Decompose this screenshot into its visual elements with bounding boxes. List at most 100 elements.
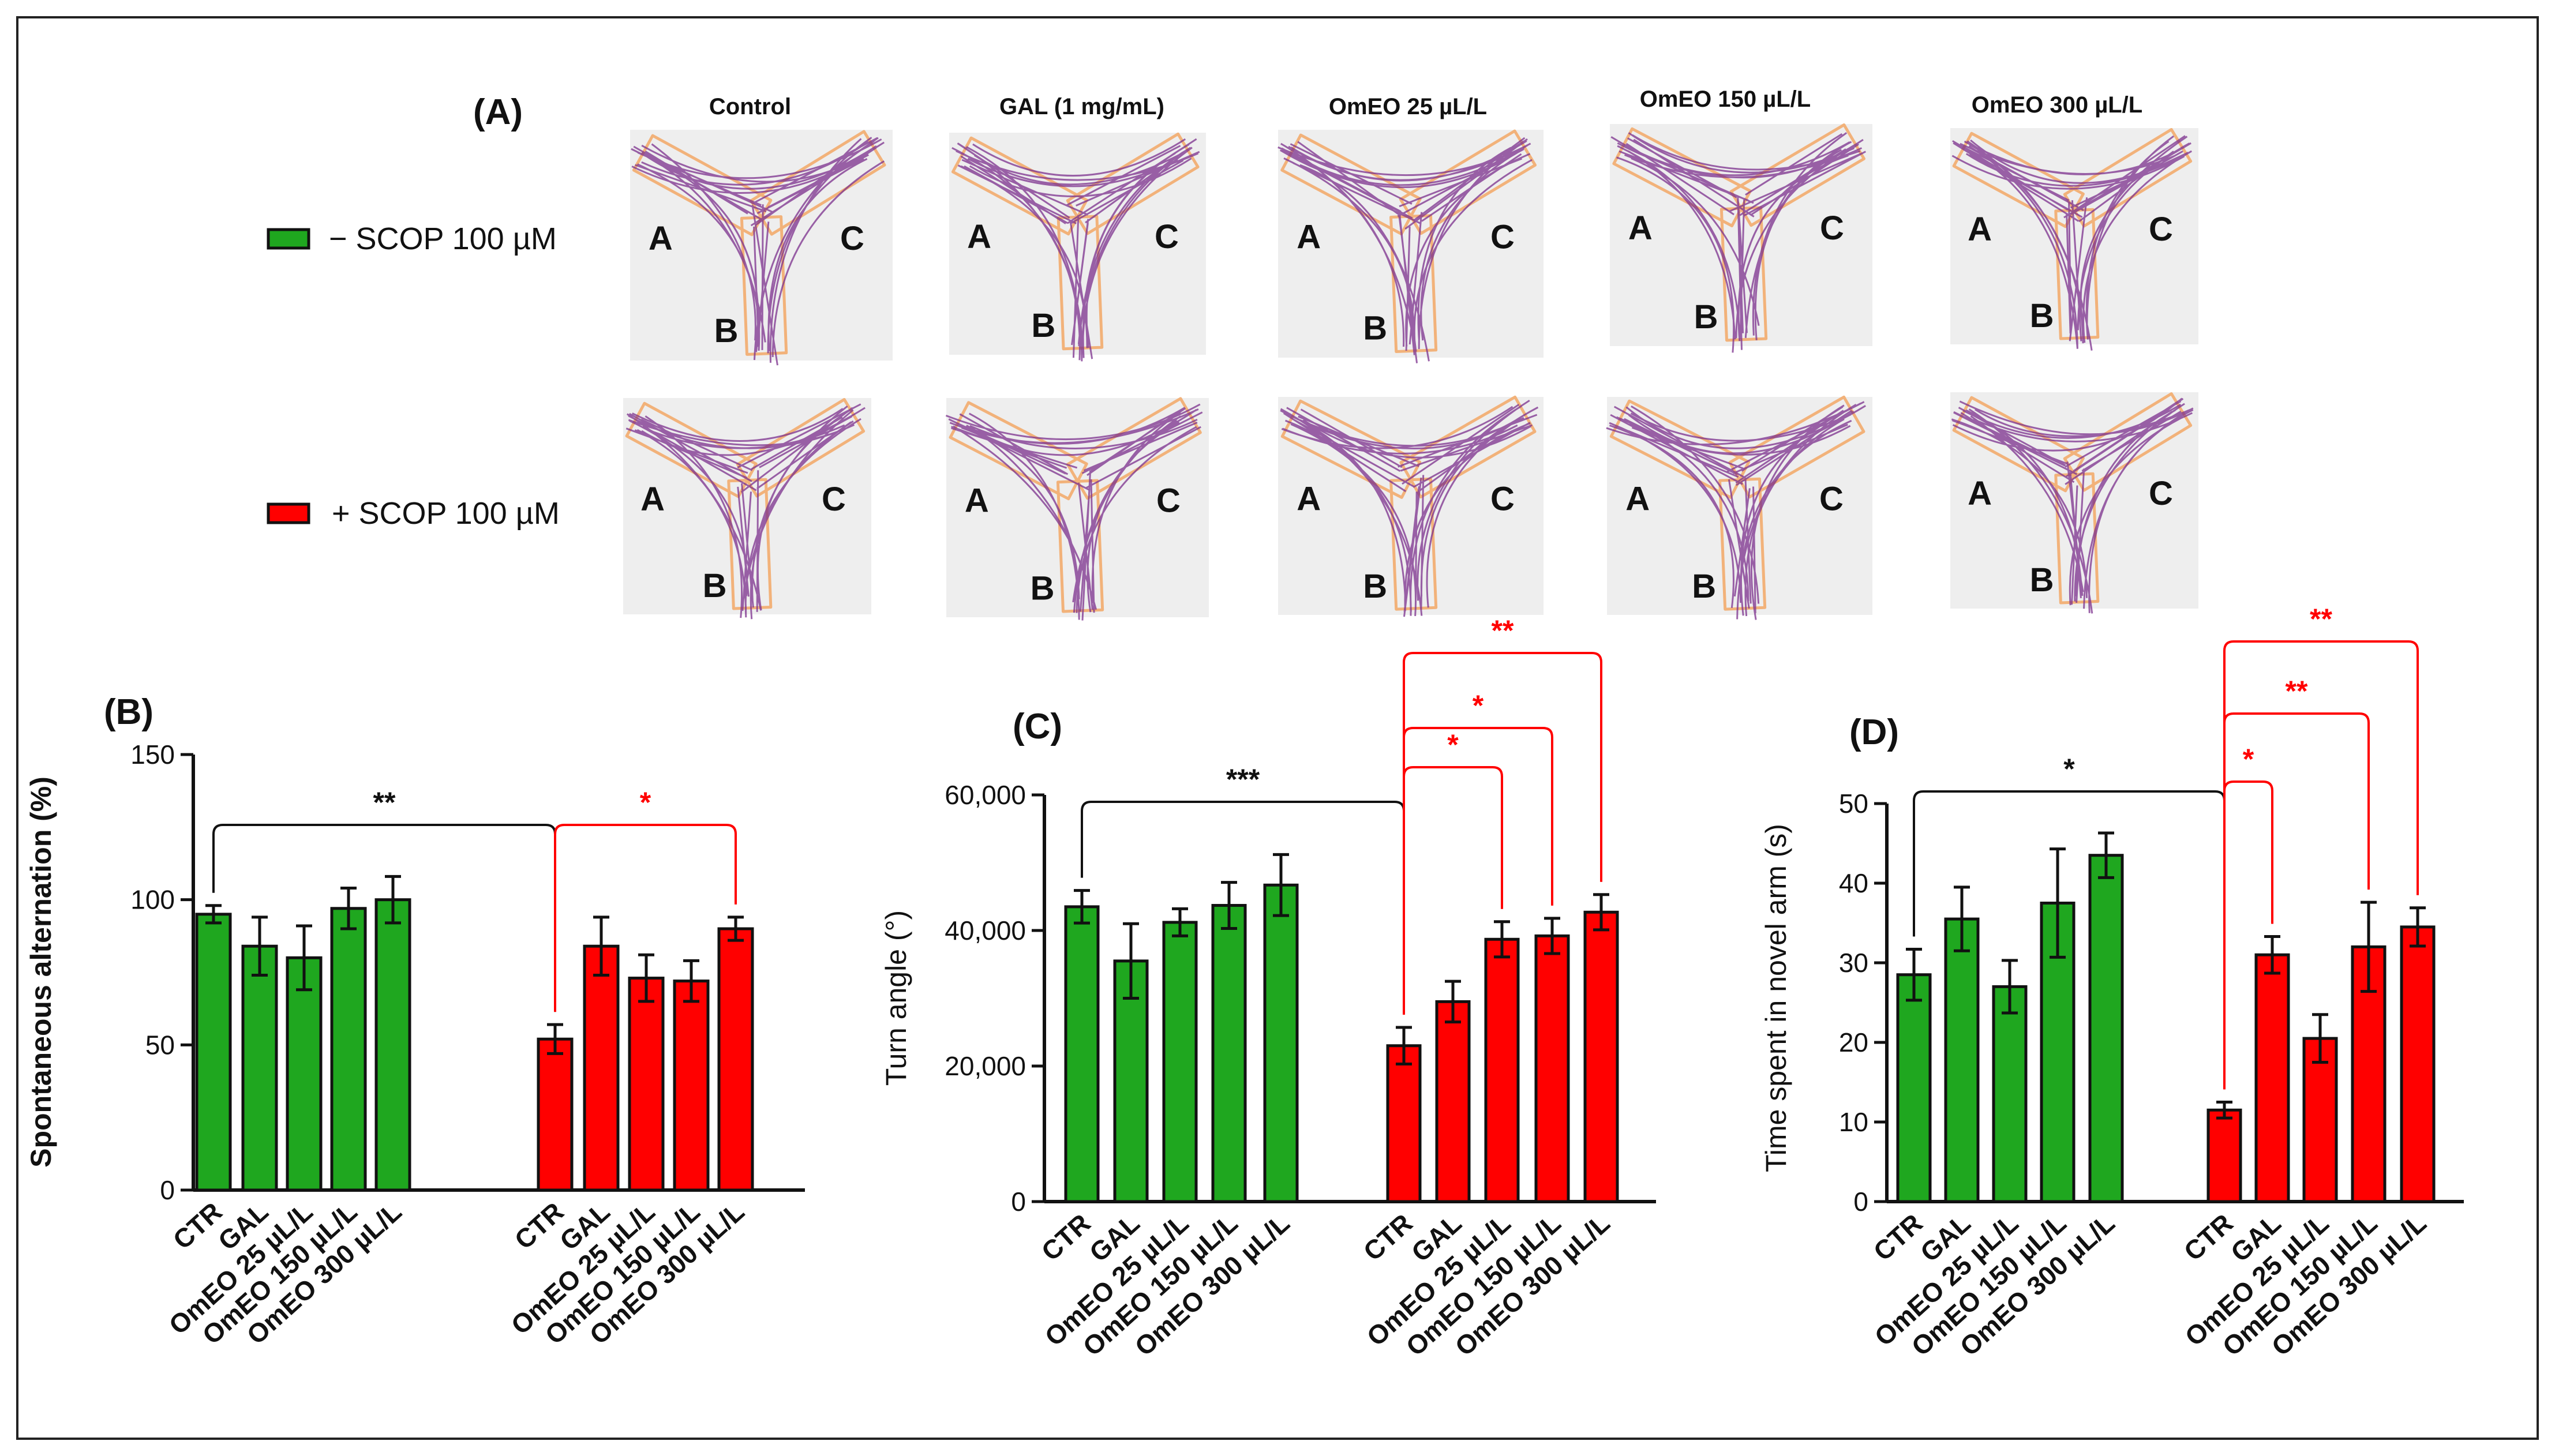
chart-d: (D) Time spent in novel arm (s) 0 10 20 30 40 5… — [1760, 603, 2464, 1362]
legend-swatch-red — [267, 502, 310, 524]
bar-plus-scop — [1484, 937, 1520, 1203]
maze-arm-label-c: C — [1155, 218, 1179, 256]
error-bar — [2216, 1101, 2232, 1120]
y-tick-label: 40,000 — [945, 915, 1026, 945]
maze-arm-outline — [1389, 477, 1438, 611]
column-head-omeo-25: OmEO 25 µL/L — [1329, 94, 1487, 119]
maze-arm-label-a: A — [649, 220, 673, 257]
bar-minus-scop — [1263, 883, 1299, 1203]
bar-minus-scop — [1113, 959, 1149, 1203]
maze-arm-label-b: B — [1692, 568, 1716, 605]
bar-plus-scop — [583, 944, 620, 1192]
y-tick-label: 150 — [130, 740, 175, 770]
maze-minus-scop-control: A B C — [630, 130, 893, 366]
error-bar — [2002, 959, 2018, 1015]
column-head-control: Control — [709, 94, 791, 119]
bar-minus-scop — [1944, 917, 1980, 1203]
maze-minus-scop-gal: A B C — [949, 132, 1206, 362]
bar-plus-scop — [628, 977, 665, 1192]
bar-plus-scop — [1534, 934, 1570, 1203]
maze-arm-label-a: A — [1628, 209, 1653, 247]
figure-border — [16, 16, 2539, 1440]
maze-arm-label-a: A — [1625, 481, 1650, 518]
maze-arm-label-c: C — [1819, 481, 1844, 518]
error-bar — [638, 953, 654, 1003]
maze-arm-label-a: A — [965, 482, 989, 520]
significance-label: * — [1473, 689, 1484, 722]
bar-plus-scop — [537, 1037, 574, 1192]
error-bar — [1074, 889, 1090, 925]
chart-c: (C)Turn angle (°)020,00040,00060,000CTRG… — [880, 614, 1656, 1362]
maze-arm-label-c: C — [1490, 218, 1515, 256]
bar-minus-scop — [1211, 904, 1247, 1203]
bar-plus-scop — [1386, 1044, 1422, 1203]
maze-plus-scop-omeo-25: A B C — [1278, 395, 1544, 617]
y-tick-label: 100 — [130, 885, 175, 915]
column-head-omeo-300: OmEO 300 µL/L — [1972, 92, 2142, 118]
significance-bracket — [2223, 640, 2419, 1090]
maze-arm-label-b: B — [1363, 568, 1387, 605]
bar-minus-scop — [1064, 905, 1100, 1203]
maze-arm-outline — [1280, 133, 1422, 236]
error-bar — [2410, 906, 2426, 948]
y-axis-label: Time spent in novel arm (s) — [1760, 824, 1792, 1172]
maze-arm-outline — [1066, 397, 1202, 500]
maze-arm-label-b: B — [1363, 309, 1387, 347]
bar-minus-scop — [330, 907, 367, 1192]
error-bar — [683, 959, 699, 1003]
y-tick-label: 0 — [1011, 1187, 1026, 1217]
column-head-omeo-150: OmEO 150 µL/L — [1640, 87, 1811, 112]
bar-plus-scop — [673, 980, 710, 1192]
panel-a-letter: (A) — [473, 92, 523, 132]
maze-trace — [1278, 137, 1533, 363]
column-head-gal: GAL (1 mg/mL) — [999, 94, 1164, 119]
maze-arm-label-a: A — [640, 481, 665, 518]
error-bar — [1396, 1026, 1412, 1065]
bar-plus-scop — [2400, 925, 2436, 1203]
significance-label: *** — [1226, 763, 1260, 795]
maze-arm-label-a: A — [1297, 218, 1321, 256]
x-tick-label: CTR — [1358, 1208, 1418, 1267]
maze-arm-label-c: C — [2149, 475, 2173, 512]
error-bar — [1494, 920, 1510, 959]
error-bar — [385, 875, 401, 925]
error-bar — [1123, 922, 1139, 1000]
maze-trace — [1951, 397, 2194, 614]
maze-arm-label-c: C — [1156, 482, 1181, 520]
maze-trace — [945, 403, 1203, 621]
error-bar — [252, 915, 268, 977]
significance-bracket — [554, 824, 737, 1012]
chart-b: (B) Spontaneous alternation (%) 0 50 100 150 C… — [25, 692, 805, 1350]
bar-minus-scop — [2088, 854, 2124, 1203]
maze-trace — [625, 403, 866, 620]
maze-arm-outline — [2063, 392, 2193, 492]
maze-arm-outline — [1389, 214, 1438, 354]
error-bar — [1544, 917, 1560, 955]
maze-arm-outline — [949, 401, 1088, 501]
y-tick-label: 0 — [1853, 1187, 1868, 1217]
maze-arm-label-b: B — [1031, 570, 1055, 607]
y-tick-label: 20,000 — [945, 1051, 1026, 1081]
y-axis-label: Spontaneous alternation (%) — [25, 776, 57, 1168]
maze-arm-outline — [1719, 206, 1768, 342]
maze-arm-label-b: B — [714, 312, 739, 350]
y-axis-label: Turn angle (°) — [880, 910, 912, 1086]
maze-arm-outline — [736, 397, 866, 498]
y-tick-label: 40 — [1839, 868, 1868, 898]
maze-arm-outline — [1280, 399, 1422, 499]
significance-label: ** — [2286, 675, 2308, 707]
x-tick-label: CTR — [1868, 1208, 1928, 1267]
y-tick-label: 60,000 — [945, 780, 1026, 810]
bar-minus-scop — [1162, 921, 1198, 1203]
maze-arm-label-c: C — [840, 220, 864, 257]
maze-arm-label-b: B — [1694, 298, 1718, 336]
maze-trace — [631, 137, 885, 366]
panel-letter: (B) — [104, 692, 153, 732]
error-bar — [2312, 1013, 2328, 1064]
maze-arm-outline — [727, 478, 773, 610]
maze-trace — [951, 138, 1200, 362]
maze-trace — [1606, 401, 1866, 620]
legend-minus-scop: − SCOP 100 µM — [267, 222, 557, 256]
maze-arm-outline — [2054, 208, 2100, 340]
